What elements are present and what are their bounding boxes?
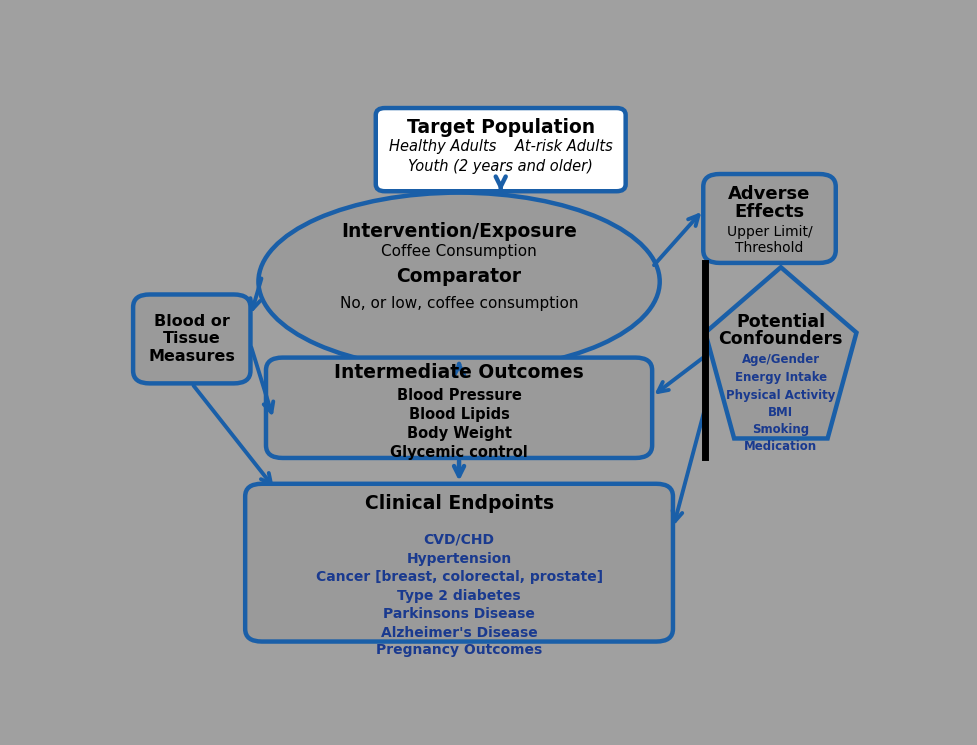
Text: Confounders: Confounders: [719, 330, 843, 348]
Text: Pregnancy Outcomes: Pregnancy Outcomes: [376, 644, 542, 657]
Text: Smoking: Smoking: [752, 423, 809, 436]
Text: Energy Intake: Energy Intake: [735, 371, 827, 384]
Text: Coffee Consumption: Coffee Consumption: [381, 244, 537, 259]
Text: Target Population: Target Population: [406, 118, 595, 137]
FancyBboxPatch shape: [266, 358, 653, 458]
FancyBboxPatch shape: [703, 174, 835, 263]
Text: Glycemic control: Glycemic control: [390, 445, 528, 460]
Text: Effects: Effects: [735, 203, 805, 221]
Ellipse shape: [258, 193, 659, 370]
Text: Medication: Medication: [744, 440, 818, 453]
Text: Alzheimer's Disease: Alzheimer's Disease: [381, 626, 537, 640]
Text: Intermediate Outcomes: Intermediate Outcomes: [334, 363, 584, 381]
Text: Upper Limit/
Threshold: Upper Limit/ Threshold: [727, 225, 812, 256]
FancyBboxPatch shape: [133, 294, 250, 384]
Text: Clinical Endpoints: Clinical Endpoints: [364, 495, 554, 513]
Text: Hypertension: Hypertension: [406, 551, 512, 565]
Text: Healthy Adults    At-risk Adults: Healthy Adults At-risk Adults: [389, 139, 613, 154]
FancyBboxPatch shape: [376, 108, 625, 191]
Text: CVD/CHD: CVD/CHD: [424, 533, 494, 547]
Text: Parkinsons Disease: Parkinsons Disease: [383, 607, 535, 621]
Text: Cancer [breast, colorectal, prostate]: Cancer [breast, colorectal, prostate]: [316, 570, 603, 584]
Text: Blood or
Tissue
Measures: Blood or Tissue Measures: [149, 314, 235, 364]
Text: Age/Gender: Age/Gender: [742, 352, 820, 366]
Text: Potential: Potential: [737, 313, 826, 331]
FancyBboxPatch shape: [245, 484, 673, 641]
Text: Adverse: Adverse: [728, 186, 811, 203]
Text: Youth (2 years and older): Youth (2 years and older): [408, 159, 593, 174]
Text: Body Weight: Body Weight: [406, 426, 512, 441]
Text: Blood Pressure: Blood Pressure: [397, 387, 522, 402]
Text: Blood Lipids: Blood Lipids: [408, 408, 509, 422]
Text: Type 2 diabetes: Type 2 diabetes: [398, 589, 521, 603]
Text: No, or low, coffee consumption: No, or low, coffee consumption: [340, 296, 578, 311]
Text: Comparator: Comparator: [397, 267, 522, 287]
Polygon shape: [705, 267, 857, 439]
Text: BMI: BMI: [768, 406, 793, 419]
Text: Intervention/Exposure: Intervention/Exposure: [341, 221, 577, 241]
Text: Physical Activity: Physical Activity: [726, 389, 835, 402]
